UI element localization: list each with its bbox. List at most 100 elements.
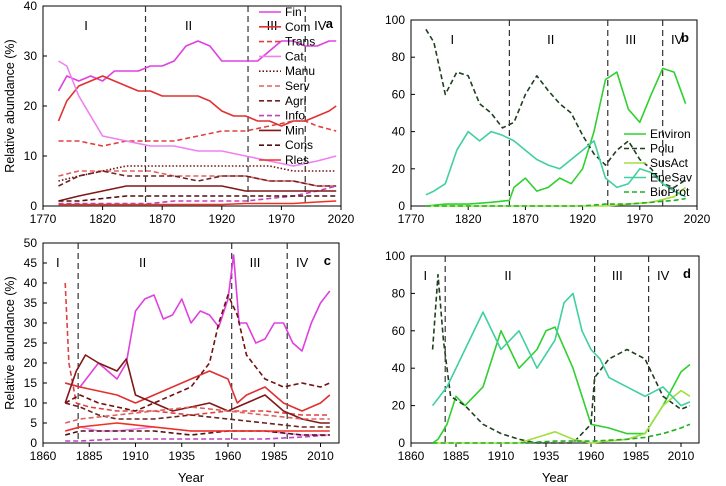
y-tick-label-c: 15 xyxy=(24,376,38,390)
period-label-c: II xyxy=(139,255,146,270)
series-line-agri xyxy=(58,170,337,187)
x-tick-label-d: 1885 xyxy=(443,449,470,463)
x-tick-label-d: 1860 xyxy=(398,449,425,463)
panel-letter-d: d xyxy=(683,266,691,281)
series-line-info xyxy=(65,434,330,442)
x-tick-label-b: 1770 xyxy=(398,212,425,226)
x-tick-label-a: 1870 xyxy=(149,212,176,226)
period-label-d: IV xyxy=(657,268,670,283)
y-tick-label-c: 35 xyxy=(24,296,38,310)
y-tick-label-a: 40 xyxy=(24,0,38,13)
x-tick-label-c: 1935 xyxy=(168,449,195,463)
period-label-a: III xyxy=(267,18,278,33)
y-tick-label-c: 0 xyxy=(30,436,37,450)
series-line-environ xyxy=(425,67,687,207)
y-tick-label-c: 30 xyxy=(24,316,38,330)
period-label-d: III xyxy=(612,268,623,283)
y-tick-label-d: 80 xyxy=(392,286,406,300)
legend-entry: Agri xyxy=(285,94,306,108)
period-label-b: II xyxy=(547,32,554,47)
y-tick-label-b: 40 xyxy=(392,125,406,139)
series-line-enesav xyxy=(431,292,691,407)
x-tick-label-a: 2020 xyxy=(328,212,355,226)
series-line-bioprot xyxy=(425,197,686,207)
panel-letter-b: b xyxy=(681,30,689,45)
series-line-min xyxy=(58,185,337,202)
series-line-rles xyxy=(64,422,330,432)
y-tick-label-c: 20 xyxy=(24,356,38,370)
x-tick-label-b: 1820 xyxy=(455,212,482,226)
legend-entry: Info xyxy=(285,109,305,123)
series-line-polu xyxy=(431,273,691,444)
series-line-manu xyxy=(58,165,337,182)
series-line-serv xyxy=(64,406,330,424)
series-line-cat xyxy=(58,60,337,167)
series-line-trans xyxy=(64,282,330,416)
y-tick-label-a: 10 xyxy=(24,149,38,163)
x-tick-label-d: 1985 xyxy=(623,449,650,463)
series-line-min xyxy=(64,354,330,424)
panel-c: 0 5 10 15 20 25 30 35 40 45 50 1860 1885 1910 1935 1960… xyxy=(3,236,340,485)
y-tick-label-c: 10 xyxy=(24,396,38,410)
series-line-serv xyxy=(58,170,337,187)
y-tick-label-a: 30 xyxy=(24,49,38,63)
y-tick-label-b: 0 xyxy=(398,199,405,213)
period-label-a: I xyxy=(84,18,88,33)
x-tick-label-b: 2020 xyxy=(684,212,711,226)
legend-entry: Com xyxy=(285,20,310,34)
x-axis-label: Year xyxy=(542,470,569,485)
legend-entry: Serv xyxy=(285,79,310,93)
period-label-c: I xyxy=(56,255,60,270)
y-tick-label-a: 0 xyxy=(30,199,37,213)
period-label-c: III xyxy=(250,255,261,270)
y-tick-label-a: 20 xyxy=(24,99,38,113)
period-label-d: II xyxy=(504,268,511,283)
y-tick-label-c: 50 xyxy=(24,236,38,250)
x-tick-label-a: 1770 xyxy=(30,212,57,226)
legend-entry: BioProt xyxy=(650,185,690,199)
x-tick-label-c: 1960 xyxy=(215,449,242,463)
x-tick-label-d: 1935 xyxy=(533,449,560,463)
y-tick-label-c: 5 xyxy=(30,416,37,430)
legend-entry: Fin xyxy=(285,5,302,19)
x-tick-label-b: 1970 xyxy=(626,212,653,226)
y-tick-label-d: 0 xyxy=(398,436,405,450)
series-line-environ xyxy=(432,326,691,444)
series-line-polu xyxy=(425,28,687,189)
x-tick-label-a: 1970 xyxy=(268,212,295,226)
series-line-trans xyxy=(58,120,337,147)
legend-entry: Rles xyxy=(285,153,309,167)
y-tick-label-b: 100 xyxy=(385,13,405,27)
series-line-enesav xyxy=(425,130,686,198)
y-tick-label-c: 25 xyxy=(24,336,38,350)
y-tick-label-b: 20 xyxy=(392,162,406,176)
series-line-manu xyxy=(64,294,331,412)
x-tick-label-b: 1870 xyxy=(512,212,539,226)
x-tick-label-a: 1920 xyxy=(208,212,235,226)
x-tick-label-a: 1820 xyxy=(89,212,116,226)
y-axis-label: Relative abundance (%) xyxy=(3,39,17,172)
period-label-b: III xyxy=(625,32,636,47)
series-line-cons xyxy=(58,195,337,202)
y-tick-label-d: 60 xyxy=(392,324,406,338)
period-label-a: IV xyxy=(314,18,327,33)
y-axis-label: Relative abundance (%) xyxy=(3,276,17,409)
panel-letter-a: a xyxy=(326,16,334,31)
series-line-agri xyxy=(64,402,330,428)
y-tick-label-b: 80 xyxy=(392,50,406,64)
legend-a: FinComTransCatManuServAgriInfoMinConsRle… xyxy=(259,5,315,167)
y-tick-label-b: 60 xyxy=(392,87,406,101)
y-tick-label-c: 45 xyxy=(24,256,38,270)
legend-entry: Trans xyxy=(285,35,315,49)
series-line-cons xyxy=(64,430,330,436)
y-tick-label-d: 20 xyxy=(392,399,406,413)
x-tick-label-c: 1860 xyxy=(30,449,57,463)
series-line-info xyxy=(58,185,337,205)
y-tick-label-d: 40 xyxy=(392,361,406,375)
legend-entry: Min xyxy=(285,123,304,137)
series-line-com xyxy=(64,370,331,412)
